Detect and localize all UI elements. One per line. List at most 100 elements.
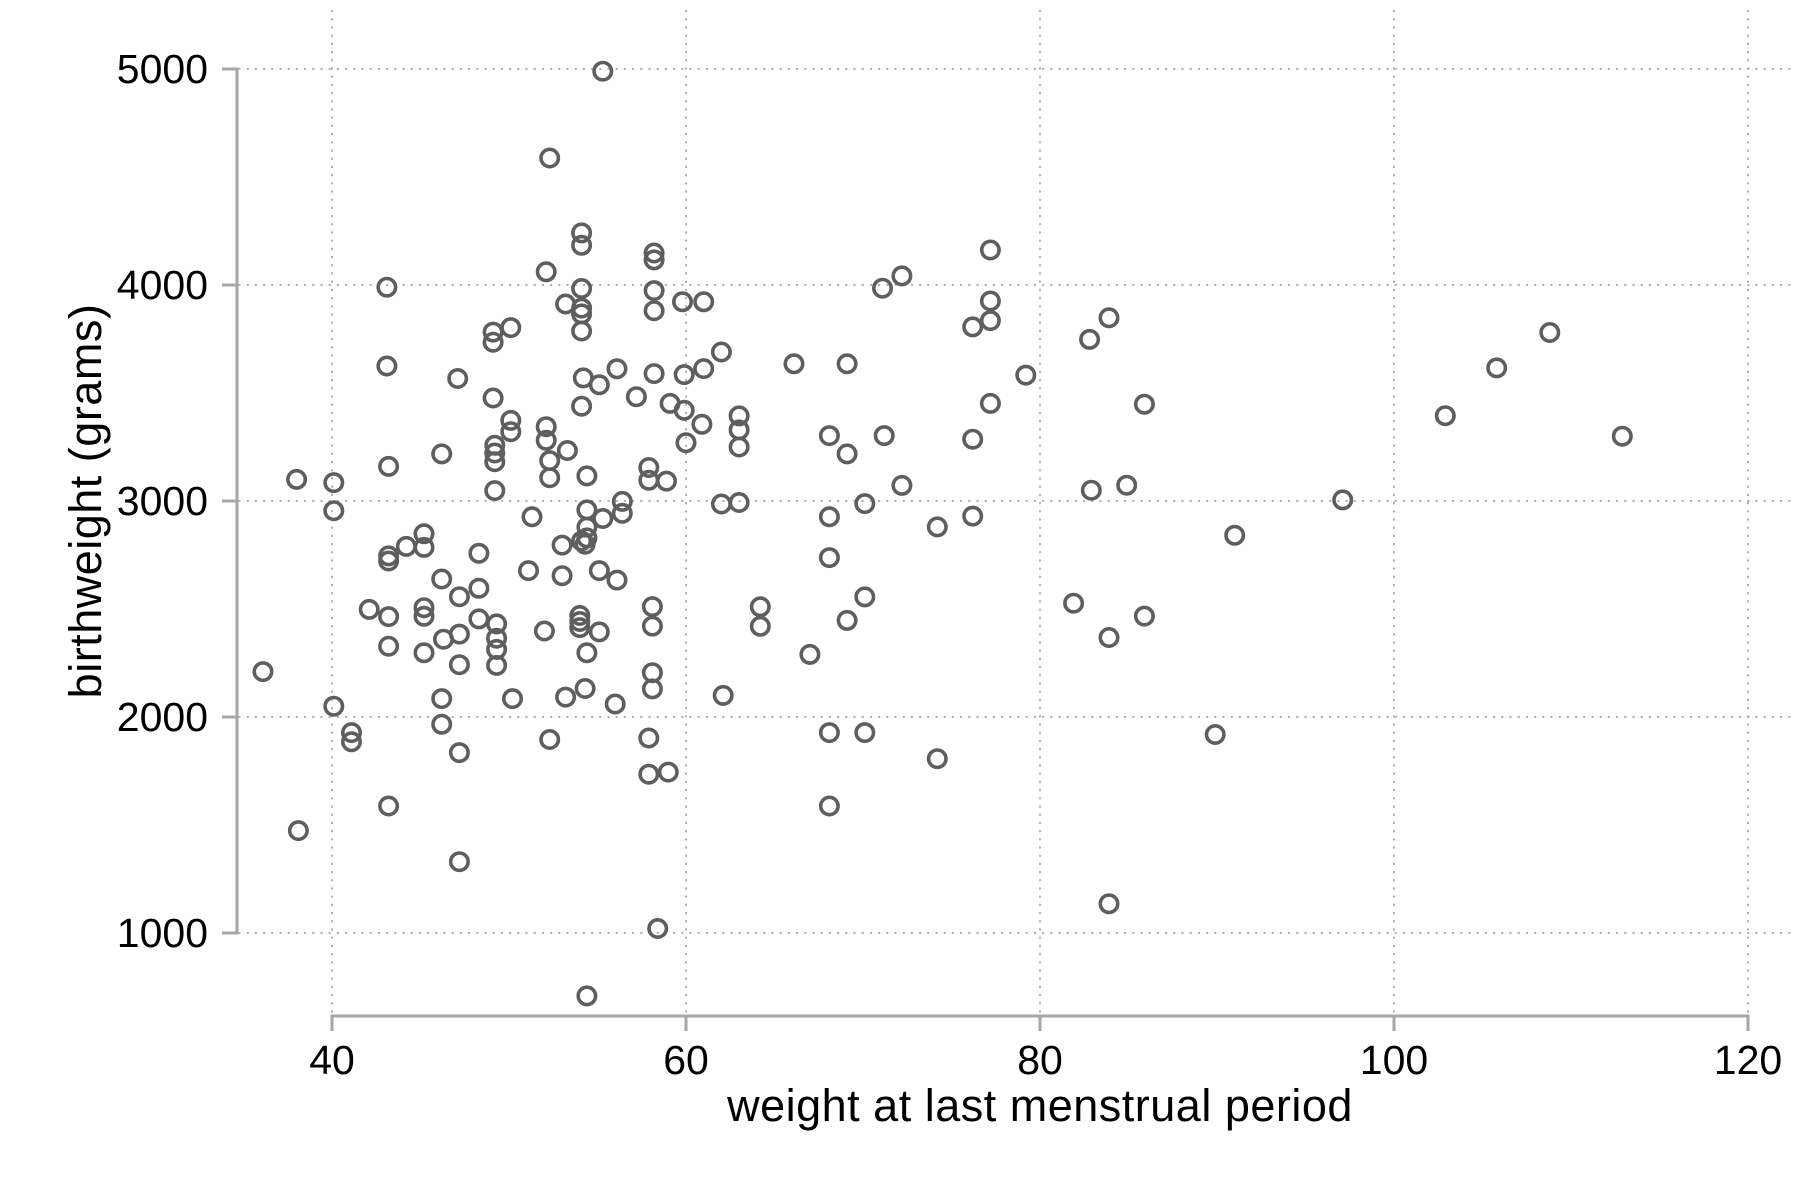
- data-point: [556, 439, 578, 461]
- x-tick-label: 60: [663, 1037, 709, 1083]
- data-point: [638, 727, 660, 749]
- data-point: [818, 547, 840, 569]
- data-point: [1224, 524, 1246, 546]
- data-point: [1098, 307, 1120, 329]
- data-point: [693, 358, 715, 380]
- data-point: [486, 613, 508, 635]
- data-point: [484, 442, 506, 464]
- data-point: [576, 465, 598, 487]
- data-point: [486, 654, 508, 676]
- data-point: [979, 310, 1001, 332]
- x-tick-label: 120: [1714, 1037, 1782, 1083]
- data-point: [1539, 321, 1561, 343]
- data-point: [625, 386, 647, 408]
- x-tick-label: 80: [1017, 1037, 1063, 1083]
- data-point: [1133, 393, 1155, 415]
- data-point: [501, 688, 523, 710]
- data-point: [286, 468, 308, 490]
- data-point: [413, 642, 435, 664]
- data-point: [1098, 626, 1120, 648]
- data-point: [1116, 474, 1138, 496]
- data-point: [287, 820, 309, 842]
- y-tick-label: 5000: [117, 46, 208, 92]
- data-point: [592, 60, 614, 82]
- data-point: [323, 472, 345, 494]
- data-point: [340, 722, 362, 744]
- data-point: [891, 474, 913, 496]
- data-point: [569, 617, 591, 639]
- data-point: [1015, 364, 1037, 386]
- data-point: [854, 586, 876, 608]
- data-point: [413, 523, 435, 545]
- data-point: [571, 530, 593, 552]
- y-axis-title: birthweight (grams): [60, 303, 111, 699]
- data-point: [1332, 489, 1354, 511]
- data-point: [539, 728, 561, 750]
- data-point: [413, 597, 435, 619]
- data-point: [979, 392, 1001, 414]
- data-point: [871, 277, 893, 299]
- data-point: [799, 643, 821, 665]
- data-point: [638, 763, 660, 785]
- data-point: [358, 598, 380, 620]
- data-point: [1079, 328, 1101, 350]
- data-point: [671, 291, 693, 313]
- data-point: [252, 661, 274, 683]
- data-point: [926, 748, 948, 770]
- x-tick-label: 100: [1360, 1037, 1428, 1083]
- data-point: [710, 493, 732, 515]
- data-point: [611, 490, 633, 512]
- data-point: [551, 534, 573, 556]
- data-point: [588, 621, 610, 643]
- data-point: [818, 795, 840, 817]
- data-point: [891, 265, 913, 287]
- data-point: [606, 569, 628, 591]
- data-point: [571, 320, 593, 342]
- data-point: [749, 596, 771, 618]
- data-point: [588, 560, 610, 582]
- data-point: [675, 432, 697, 454]
- y-tick-label: 3000: [117, 478, 208, 524]
- data-point: [551, 565, 573, 587]
- data-point: [836, 353, 858, 375]
- data-point: [836, 443, 858, 465]
- data-point: [571, 222, 593, 244]
- data-point: [710, 341, 732, 363]
- data-point: [592, 507, 614, 529]
- data-point: [376, 355, 398, 377]
- y-tick-label: 2000: [117, 694, 208, 740]
- data-point: [378, 455, 400, 477]
- data-point: [818, 425, 840, 447]
- data-point: [818, 506, 840, 528]
- data-point: [638, 456, 660, 478]
- data-point: [574, 677, 596, 699]
- data-point: [395, 535, 417, 557]
- data-point: [533, 620, 555, 642]
- data-point: [448, 654, 470, 676]
- data-point: [555, 686, 577, 708]
- data-point: [340, 731, 362, 753]
- data-point: [500, 409, 522, 431]
- data-point: [431, 713, 453, 735]
- data-point: [484, 480, 506, 502]
- data-point: [657, 761, 679, 783]
- data-point: [413, 536, 435, 558]
- data-point: [979, 239, 1001, 261]
- data-point: [1098, 893, 1120, 915]
- data-point: [728, 436, 750, 458]
- data-point: [323, 695, 345, 717]
- data-point: [413, 605, 435, 627]
- data-point: [571, 277, 593, 299]
- data-point: [539, 467, 561, 489]
- data-point: [571, 234, 593, 256]
- data-point: [482, 387, 504, 409]
- data-point: [574, 533, 596, 555]
- data-point: [836, 609, 858, 631]
- data-point: [1486, 357, 1508, 379]
- y-tick-label: 1000: [117, 910, 208, 956]
- data-point: [1434, 405, 1456, 427]
- data-point: [728, 491, 750, 513]
- data-point: [376, 276, 398, 298]
- data-point: [638, 469, 660, 491]
